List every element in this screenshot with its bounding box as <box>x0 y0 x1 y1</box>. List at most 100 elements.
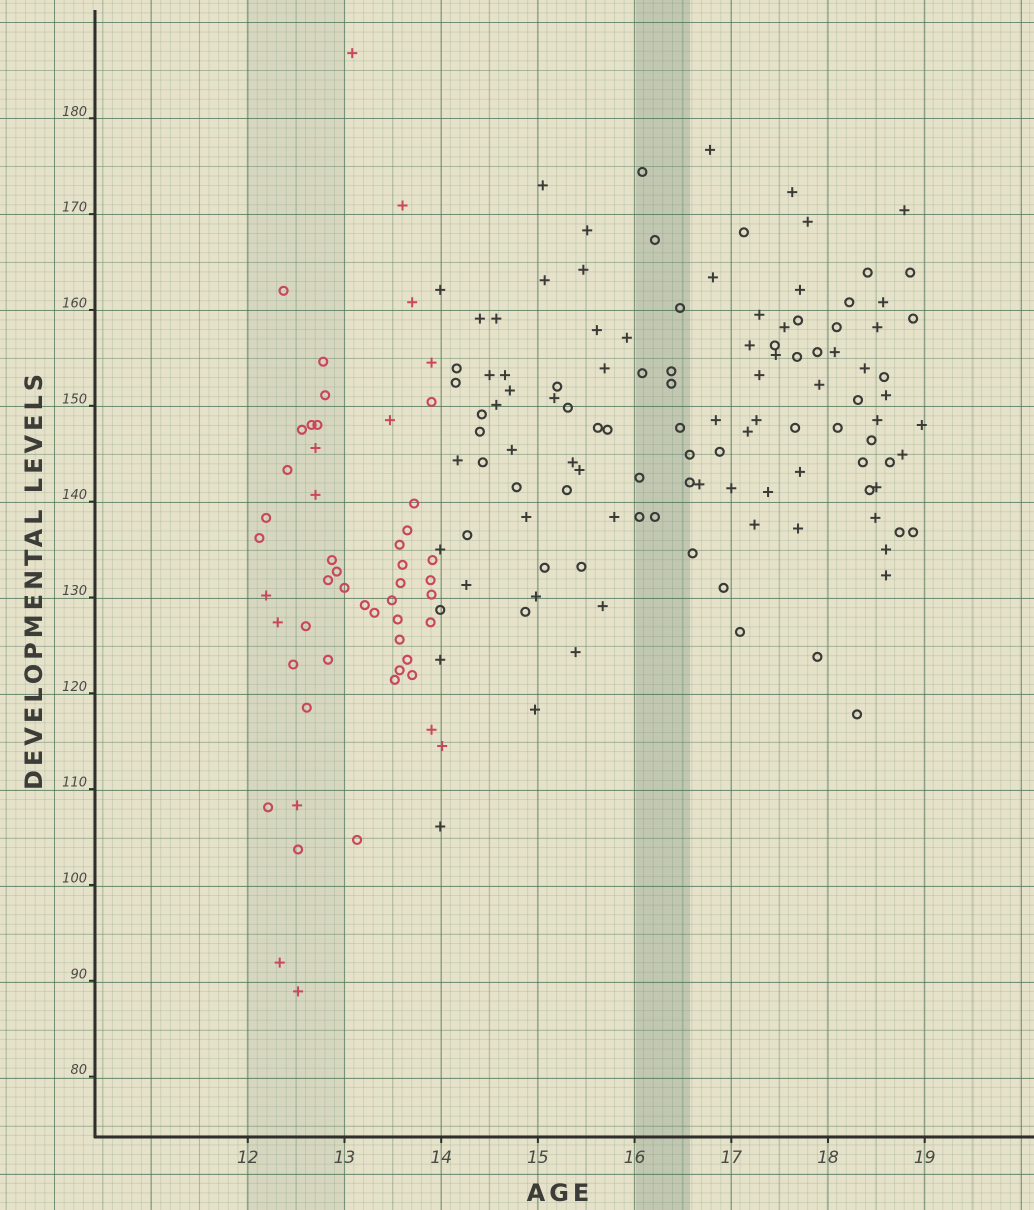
point <box>845 298 853 306</box>
point <box>521 512 531 522</box>
point <box>872 415 882 425</box>
point <box>578 265 588 275</box>
point <box>860 363 870 373</box>
point <box>505 385 515 395</box>
x-axis-title: AGE <box>527 1179 594 1207</box>
y-tick-label: 100 <box>62 871 87 886</box>
point <box>463 531 471 539</box>
paper-band <box>246 0 344 1210</box>
point <box>803 217 813 227</box>
y-tick-label: 110 <box>62 776 87 791</box>
y-axis-title: DEVELOPMENTAL LEVELS <box>20 370 48 790</box>
point <box>435 655 445 665</box>
point <box>370 609 378 617</box>
point <box>485 370 495 380</box>
point <box>398 201 408 211</box>
graph-paper: DEVELOPMENTAL LEVELS AGE 809010011012013… <box>0 0 1034 1210</box>
point <box>793 353 801 361</box>
x-tick-label: 18 <box>817 1148 839 1168</box>
point <box>736 628 744 636</box>
point <box>740 228 748 236</box>
point <box>716 448 724 456</box>
point <box>622 333 632 343</box>
point <box>436 606 444 614</box>
point <box>452 379 460 387</box>
point <box>361 601 369 609</box>
point <box>521 608 529 616</box>
point <box>435 285 445 295</box>
point <box>594 424 602 432</box>
point <box>347 48 357 58</box>
point <box>507 445 517 455</box>
point <box>571 647 581 657</box>
point <box>917 420 927 430</box>
point <box>427 725 437 735</box>
point <box>906 269 914 277</box>
point <box>609 512 619 522</box>
point <box>491 400 501 410</box>
chart: DEVELOPMENTAL LEVELS AGE 809010011012013… <box>0 0 1034 1210</box>
point <box>813 653 821 661</box>
point <box>478 410 486 418</box>
point <box>396 666 404 674</box>
y-tick-label: 160 <box>62 296 87 311</box>
y-tick-label: 170 <box>62 201 87 216</box>
y-tick-label: 180 <box>62 105 87 120</box>
y-tick-label: 120 <box>62 680 87 695</box>
point <box>754 370 764 380</box>
point <box>604 426 612 434</box>
point <box>530 705 540 715</box>
point <box>479 458 487 466</box>
point <box>408 671 416 679</box>
y-tick-label: 150 <box>62 392 87 407</box>
point <box>461 580 471 590</box>
point <box>909 528 917 536</box>
point <box>598 601 608 611</box>
y-tick-label: 140 <box>62 488 87 503</box>
point <box>437 741 447 751</box>
point <box>453 364 461 372</box>
x-tick-label: 19 <box>914 1148 936 1168</box>
y-tick-label: 130 <box>62 584 87 599</box>
point <box>394 616 402 624</box>
point <box>909 315 917 323</box>
point <box>886 458 894 466</box>
point <box>476 428 484 436</box>
point <box>763 487 773 497</box>
point <box>592 325 602 335</box>
point <box>854 396 862 404</box>
point <box>577 563 585 571</box>
point <box>830 347 840 357</box>
point <box>780 322 790 332</box>
point <box>564 404 572 412</box>
point <box>868 436 876 444</box>
point <box>388 596 396 604</box>
point <box>475 314 485 324</box>
point <box>407 297 417 307</box>
point <box>793 523 803 533</box>
point <box>870 513 880 523</box>
point <box>600 363 610 373</box>
point <box>743 427 753 437</box>
point <box>881 545 891 555</box>
point <box>435 545 445 555</box>
point <box>859 458 867 466</box>
point <box>540 275 550 285</box>
point <box>791 424 799 432</box>
point <box>878 297 888 307</box>
point <box>745 340 755 350</box>
point <box>751 415 761 425</box>
point <box>538 180 548 190</box>
point <box>403 526 411 534</box>
point <box>428 591 436 599</box>
point <box>880 373 888 381</box>
point <box>864 269 872 277</box>
y-tick-label: 90 <box>70 967 87 982</box>
point <box>563 486 571 494</box>
point <box>396 636 404 644</box>
point <box>750 520 760 530</box>
point <box>872 322 882 332</box>
point <box>568 457 578 467</box>
point <box>428 556 436 564</box>
point <box>549 393 559 403</box>
